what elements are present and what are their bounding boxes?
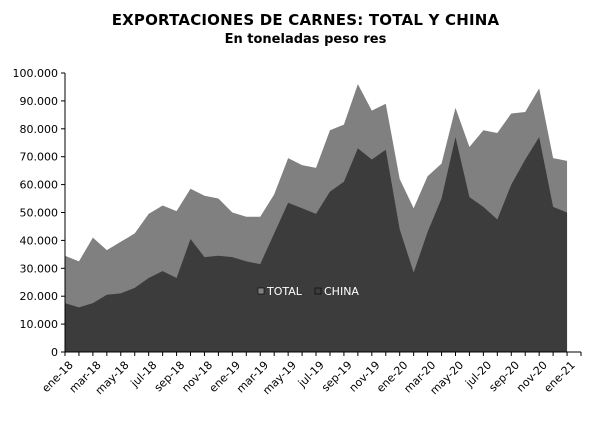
- y-tick-label: 30.000: [20, 262, 59, 275]
- legend-label-total: TOTAL: [266, 285, 303, 298]
- y-tick-label: 80.000: [20, 123, 59, 136]
- y-tick-label: 10.000: [20, 318, 59, 331]
- y-tick-label: 0: [51, 346, 58, 359]
- y-tick-label: 40.000: [20, 234, 59, 247]
- y-tick-label: 90.000: [20, 95, 59, 108]
- chart-subtitle: En toneladas peso res: [224, 32, 387, 47]
- y-tick-label: 60.000: [20, 179, 59, 192]
- x-tick-label: ene-21: [541, 359, 577, 395]
- legend-swatch-total: [257, 287, 265, 295]
- y-tick-label: 50.000: [20, 207, 59, 220]
- y-tick-label: 20.000: [20, 290, 59, 303]
- series-area-china: [65, 137, 568, 352]
- legend-label-china: CHINA: [324, 285, 359, 298]
- y-tick-label: 70.000: [20, 151, 59, 164]
- chart-title: EXPORTACIONES DE CARNES: TOTAL Y CHINA: [111, 11, 500, 29]
- legend-swatch-china: [314, 287, 322, 295]
- y-tick-label: 100.000: [13, 67, 59, 80]
